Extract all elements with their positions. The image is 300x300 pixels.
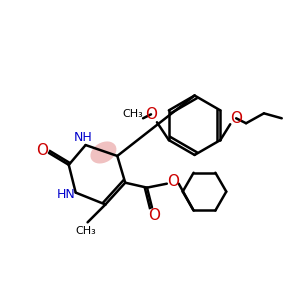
Text: O: O [36,143,48,158]
Text: O: O [167,174,179,189]
Text: O: O [230,111,242,126]
Text: HN: HN [56,188,75,201]
Text: NH: NH [73,130,92,144]
Text: O: O [148,208,160,223]
Ellipse shape [90,141,116,164]
Text: O: O [145,107,157,122]
Text: CH₃: CH₃ [75,226,96,236]
Text: CH₃: CH₃ [123,109,144,119]
